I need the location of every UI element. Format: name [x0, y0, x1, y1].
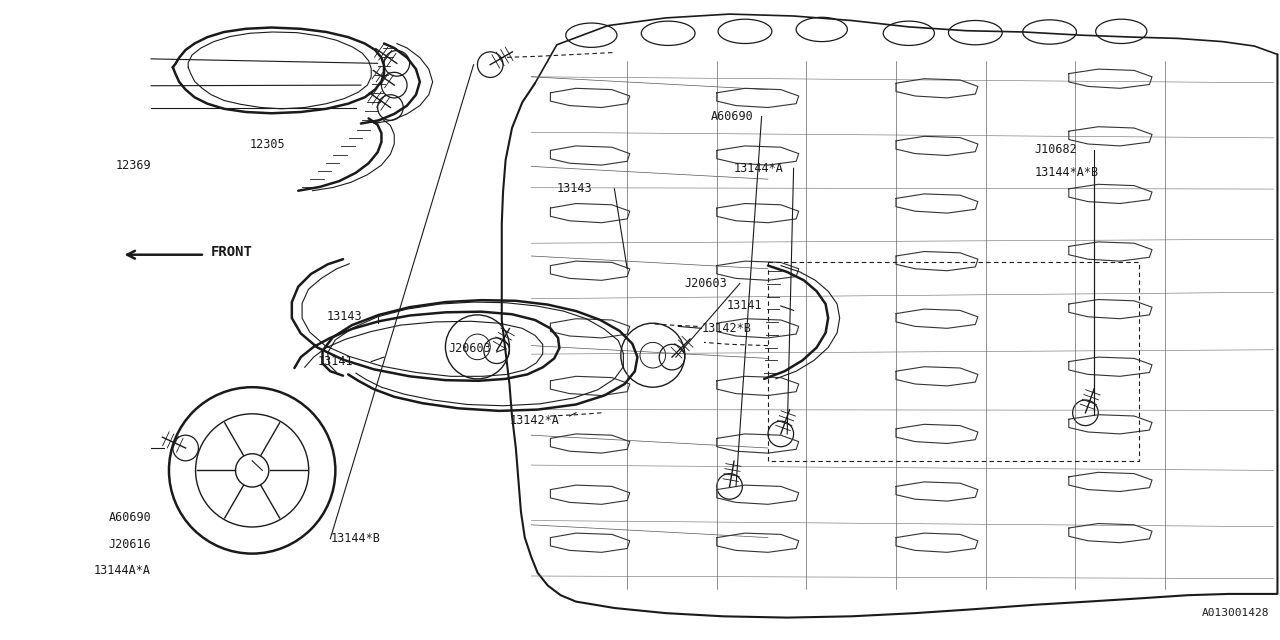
Text: J20603: J20603 — [685, 277, 727, 290]
Text: 13143: 13143 — [557, 182, 593, 195]
Text: 12369: 12369 — [115, 159, 151, 172]
Text: 13144A*A: 13144A*A — [93, 564, 151, 577]
Text: 12305: 12305 — [250, 138, 285, 151]
Text: 13142*A: 13142*A — [509, 414, 559, 427]
Text: 13144*B: 13144*B — [330, 532, 380, 545]
Text: FRONT: FRONT — [211, 244, 253, 259]
Text: 13142*B: 13142*B — [701, 322, 751, 335]
Text: A013001428: A013001428 — [1202, 608, 1270, 618]
Text: 13143: 13143 — [326, 310, 362, 323]
Text: J10682: J10682 — [1034, 143, 1076, 156]
Text: A60690: A60690 — [109, 511, 151, 524]
Text: A60690: A60690 — [710, 110, 753, 123]
Text: J20616: J20616 — [109, 538, 151, 550]
Text: 13144*A*B: 13144*A*B — [1034, 166, 1098, 179]
Text: 13144*A: 13144*A — [733, 162, 783, 175]
Text: 13141: 13141 — [317, 355, 353, 368]
Text: J20603: J20603 — [448, 342, 490, 355]
Text: 13141: 13141 — [727, 300, 763, 312]
